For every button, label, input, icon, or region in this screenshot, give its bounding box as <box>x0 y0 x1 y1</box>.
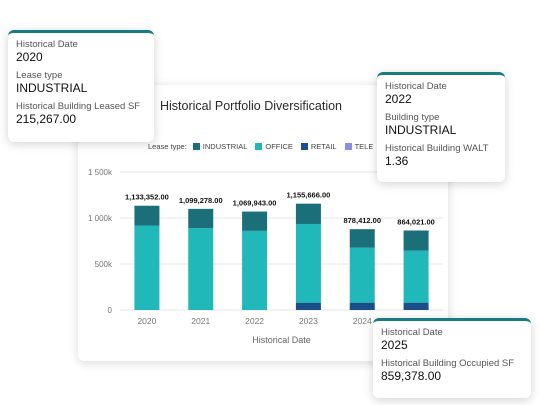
tooltip-label: Historical Date <box>385 81 447 92</box>
bar-retail-2024 <box>349 302 375 310</box>
tooltip-value: 215,267.00 <box>16 112 77 126</box>
x-tick-label: 2020 <box>137 316 156 326</box>
data-label-total: 1,155,666.00 <box>287 191 331 200</box>
bar-retail-2025 <box>403 302 429 310</box>
legend-label: Lease type: <box>148 142 187 151</box>
legend-swatch-tele <box>344 143 352 150</box>
chart-title: Historical Portfolio Diversification <box>160 99 343 113</box>
tooltip-2020: Historical Date 2020 Lease type INDUSTRI… <box>8 30 154 142</box>
tooltip-label: Historical Date <box>381 327 443 338</box>
y-tick-label: 500k <box>95 260 113 269</box>
bar-industrial-2020 <box>134 205 160 226</box>
y-tick-label: 1 500k <box>88 168 113 177</box>
x-tick-label: 2024 <box>353 316 372 326</box>
data-label-total: 864,021.00 <box>397 218 435 227</box>
bar-industrial-2024 <box>349 229 375 248</box>
bar-industrial-2025 <box>403 230 429 251</box>
legend-text-retail: RETAIL <box>310 142 337 151</box>
tooltip-label: Lease type <box>16 70 63 81</box>
tooltip-value: 2020 <box>16 50 43 64</box>
x-tick-label: 2022 <box>245 316 264 326</box>
tooltip-label: Building type <box>385 112 440 123</box>
bar-office-2020 <box>134 225 160 310</box>
bar-office-2023 <box>295 223 321 303</box>
tooltip-value: INDUSTRIAL <box>385 123 457 137</box>
bar-industrial-2021 <box>188 208 214 229</box>
legend-item-retail[interactable]: RETAIL <box>300 142 337 151</box>
bar-industrial-2022 <box>242 211 268 231</box>
tooltip-2025: Historical Date 2025 Historical Building… <box>373 318 531 398</box>
legend-swatch-retail <box>300 143 308 150</box>
tooltip-label: Historical Building Occupied SF <box>381 358 515 369</box>
bar-retail-2023 <box>295 302 321 310</box>
tooltip-2022: Historical Date 2022 Building type INDUS… <box>377 72 505 182</box>
legend-text-industrial: INDUSTRIAL <box>202 142 248 151</box>
legend-item-office[interactable]: OFFICE <box>255 142 293 151</box>
x-axis-label: Historical Date <box>252 335 311 345</box>
legend-item-tele[interactable]: TELE <box>344 142 374 151</box>
data-label-total: 1,099,278.00 <box>179 196 223 205</box>
legend-swatch-industrial <box>192 143 200 150</box>
tooltip-value: 2025 <box>381 338 408 352</box>
legend-item-industrial[interactable]: INDUSTRIAL <box>192 142 248 151</box>
data-label-total: 1,069,943.00 <box>233 199 277 208</box>
bar-office-2022 <box>242 230 268 310</box>
legend-text-tele: TELE <box>354 142 374 151</box>
x-tick-label: 2023 <box>299 316 318 326</box>
legend-text-office: OFFICE <box>265 142 293 151</box>
y-tick-label: 0 <box>108 306 113 315</box>
tooltip-value: 859,378.00 <box>381 369 442 383</box>
y-tick-label: 1 000k <box>88 214 113 223</box>
tooltip-value: 2022 <box>385 92 412 106</box>
tooltip-value: INDUSTRIAL <box>16 81 88 95</box>
bar-industrial-2023 <box>295 203 321 224</box>
bar-office-2021 <box>188 228 214 310</box>
data-label-total: 878,412.00 <box>343 216 381 225</box>
x-tick-label: 2021 <box>191 316 210 326</box>
tooltip-value: 1.36 <box>385 154 409 168</box>
bar-office-2025 <box>403 250 429 303</box>
tooltip-label: Historical Building WALT <box>385 143 489 154</box>
data-label-total: 1,133,352.00 <box>125 193 169 202</box>
chart-legend: Lease type: INDUSTRIAL OFFICE RETAIL TEL… <box>148 142 381 151</box>
tooltip-label: Historical Building Leased SF <box>16 101 141 112</box>
tooltip-label: Historical Date <box>16 39 78 50</box>
legend-swatch-office <box>255 143 263 150</box>
bar-office-2024 <box>349 247 375 303</box>
